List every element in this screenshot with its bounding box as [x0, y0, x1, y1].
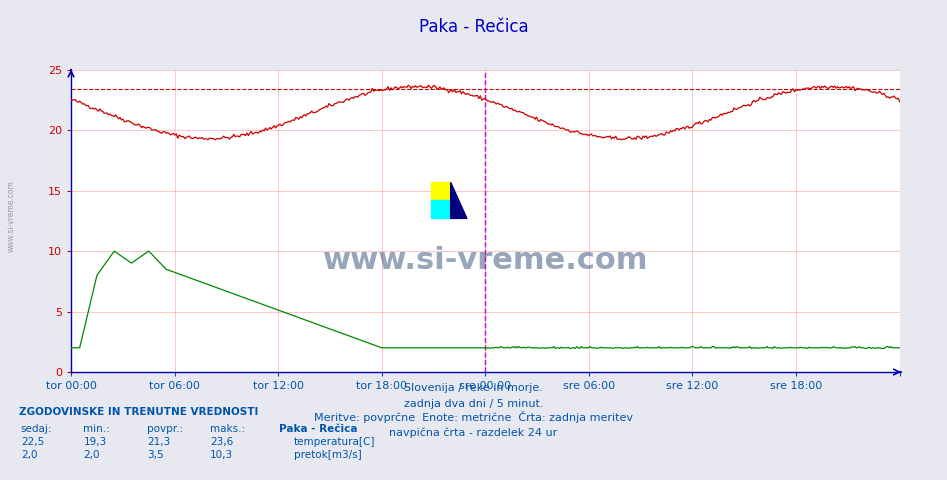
Text: temperatura[C]: temperatura[C] — [294, 437, 375, 447]
Text: 21,3: 21,3 — [147, 437, 170, 447]
Text: maks.:: maks.: — [210, 424, 245, 434]
Text: 23,6: 23,6 — [210, 437, 234, 447]
Text: ZGODOVINSKE IN TRENUTNE VREDNOSTI: ZGODOVINSKE IN TRENUTNE VREDNOSTI — [19, 407, 259, 417]
Text: www.si-vreme.com: www.si-vreme.com — [323, 246, 648, 275]
Text: 22,5: 22,5 — [21, 437, 45, 447]
Text: 3,5: 3,5 — [147, 450, 164, 460]
Text: 2,0: 2,0 — [83, 450, 99, 460]
Text: navpična črta - razdelek 24 ur: navpična črta - razdelek 24 ur — [389, 428, 558, 438]
Bar — [431, 182, 451, 201]
Text: Meritve: povprčne  Enote: metrične  Črta: zadnja meritev: Meritve: povprčne Enote: metrične Črta: … — [314, 411, 633, 423]
Text: 2,0: 2,0 — [21, 450, 37, 460]
Text: 19,3: 19,3 — [83, 437, 107, 447]
Text: povpr.:: povpr.: — [147, 424, 183, 434]
Text: Paka - Rečica: Paka - Rečica — [279, 424, 358, 434]
Bar — [431, 201, 451, 218]
Text: Paka - Rečica: Paka - Rečica — [419, 18, 528, 36]
Text: min.:: min.: — [83, 424, 110, 434]
Text: www.si-vreme.com: www.si-vreme.com — [7, 180, 16, 252]
Text: pretok[m3/s]: pretok[m3/s] — [294, 450, 362, 460]
Polygon shape — [451, 182, 467, 218]
Text: 10,3: 10,3 — [210, 450, 233, 460]
Text: Slovenija / reke in morje.: Slovenija / reke in morje. — [404, 383, 543, 393]
Text: zadnja dva dni / 5 minut.: zadnja dva dni / 5 minut. — [403, 398, 544, 408]
Text: sedaj:: sedaj: — [21, 424, 52, 434]
